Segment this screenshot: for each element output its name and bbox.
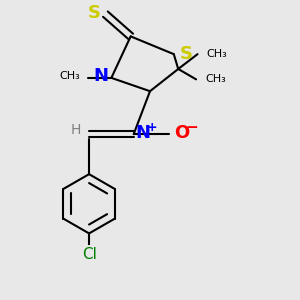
Text: S: S	[88, 4, 101, 22]
Text: CH₃: CH₃	[206, 49, 227, 59]
Text: H: H	[70, 123, 81, 137]
Text: Cl: Cl	[82, 247, 97, 262]
Text: O: O	[174, 124, 189, 142]
Text: S: S	[180, 45, 193, 63]
Text: CH₃: CH₃	[205, 74, 226, 84]
Text: N: N	[135, 124, 150, 142]
Text: N: N	[93, 68, 108, 85]
Text: −: −	[186, 120, 198, 135]
Text: +: +	[147, 121, 158, 134]
Text: CH₃: CH₃	[59, 71, 80, 81]
